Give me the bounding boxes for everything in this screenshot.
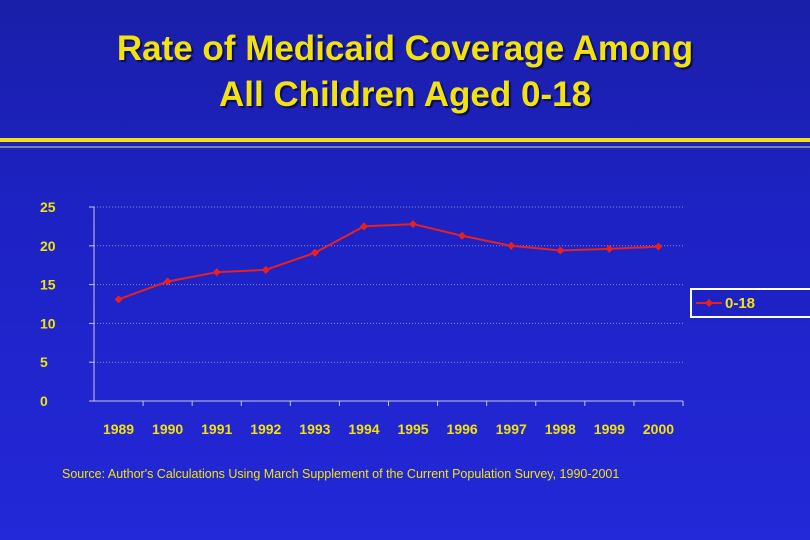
- title-divider-grey: [0, 146, 810, 148]
- x-tick-label: 1997: [496, 421, 527, 437]
- x-tick-label: 1993: [299, 421, 330, 437]
- data-point: [556, 246, 565, 255]
- data-point: [605, 244, 614, 253]
- legend-label: 0-18: [725, 295, 755, 312]
- title-line-2: All Children Aged 0-18: [218, 75, 592, 114]
- data-point: [163, 277, 172, 286]
- x-axis-ticks: 1989 1990 1991 1992 1993 1994 1995 1996 1997 1998…: [103, 401, 684, 437]
- x-tick-label: 1994: [348, 421, 379, 437]
- x-tick-label: 1991: [201, 421, 232, 437]
- y-tick-label: 10: [40, 315, 56, 331]
- data-point: [507, 241, 516, 250]
- chart-title: Rate of Medicaid Coverage Among All Chil…: [0, 26, 810, 118]
- x-tick-label: 1996: [447, 421, 478, 437]
- y-tick-label: 25: [40, 199, 56, 215]
- x-tick-label: 1989: [103, 421, 134, 437]
- source-note: Source: Author's Calculations Using Marc…: [62, 467, 620, 481]
- axes: [93, 207, 683, 402]
- series-line: [118, 223, 659, 301]
- x-tick-label: 1992: [250, 421, 281, 437]
- data-series: [114, 220, 663, 304]
- data-point: [359, 222, 368, 231]
- legend: 0-18: [690, 288, 810, 318]
- y-tick-label: 15: [40, 277, 56, 293]
- data-point: [458, 231, 467, 240]
- x-tick-label: 1990: [152, 421, 183, 437]
- y-tick-label: 20: [40, 238, 56, 254]
- x-tick-label: 1999: [594, 421, 625, 437]
- gridlines: [94, 206, 683, 363]
- legend-marker: [705, 299, 713, 307]
- y-axis-ticks: 0 5 10 15 20 25: [40, 199, 94, 409]
- title-divider-yellow: [0, 138, 810, 142]
- data-point: [654, 242, 663, 251]
- x-tick-label: 1998: [545, 421, 576, 437]
- data-point: [261, 265, 270, 274]
- data-point: [409, 220, 418, 229]
- data-point: [212, 268, 221, 277]
- x-tick-label: 1995: [397, 421, 428, 437]
- x-tick-label: 2000: [643, 421, 674, 437]
- y-tick-label: 0: [40, 393, 48, 409]
- data-point: [114, 295, 123, 304]
- y-tick-label: 5: [40, 354, 48, 370]
- title-line-1: Rate of Medicaid Coverage Among: [116, 29, 694, 68]
- data-point: [310, 248, 319, 257]
